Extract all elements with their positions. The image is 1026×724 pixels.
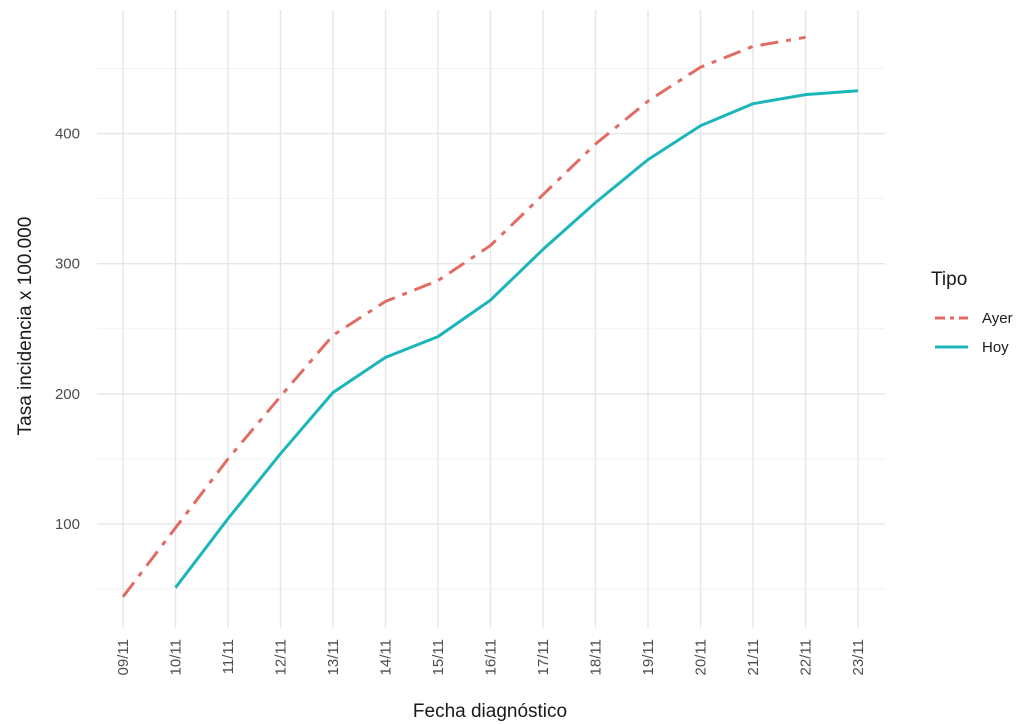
x-tick-label: 23/11 [850, 639, 867, 675]
x-tick-label: 14/11 [378, 639, 395, 675]
x-axis-ticks: 09/11 10/11 11/11 12/11 13/11 14/11 15/11 16/11… [115, 639, 867, 675]
x-tick-label: 17/11 [535, 639, 552, 675]
series-line-ayer [121, 35, 806, 598]
series-layer [121, 35, 859, 598]
x-tick-label: 18/11 [588, 639, 605, 675]
legend-title: Tipo [931, 269, 967, 290]
y-axis-title: Tasa incidencia x 100.000 [15, 217, 36, 436]
x-tick-label: 11/11 [220, 639, 237, 674]
legend-label-hoy: Hoy [982, 339, 1009, 356]
x-tick-label: 19/11 [640, 639, 657, 675]
x-tick-label: 21/11 [745, 639, 762, 675]
legend: Tipo Ayer Hoy [931, 269, 1013, 356]
legend-label-ayer: Ayer [982, 310, 1013, 327]
x-axis-title: Fecha diagnóstico [413, 701, 567, 722]
x-tick-label: 16/11 [483, 639, 500, 675]
x-tick-label: 15/11 [430, 639, 447, 675]
grid [97, 10, 885, 628]
y-tick-label: 400 [55, 126, 80, 143]
x-tick-label: 13/11 [325, 639, 342, 675]
x-tick-label: 12/11 [273, 639, 290, 675]
series-line-hoy [174, 89, 859, 589]
x-tick-label: 10/11 [168, 639, 185, 675]
y-tick-label: 200 [55, 386, 80, 403]
y-tick-label: 300 [55, 256, 80, 273]
y-axis-ticks: 100 200 300 400 [55, 126, 80, 533]
x-tick-label: 20/11 [693, 639, 710, 675]
x-tick-label: 22/11 [798, 639, 815, 675]
x-tick-label: 09/11 [115, 639, 132, 675]
y-tick-label: 100 [55, 516, 80, 533]
